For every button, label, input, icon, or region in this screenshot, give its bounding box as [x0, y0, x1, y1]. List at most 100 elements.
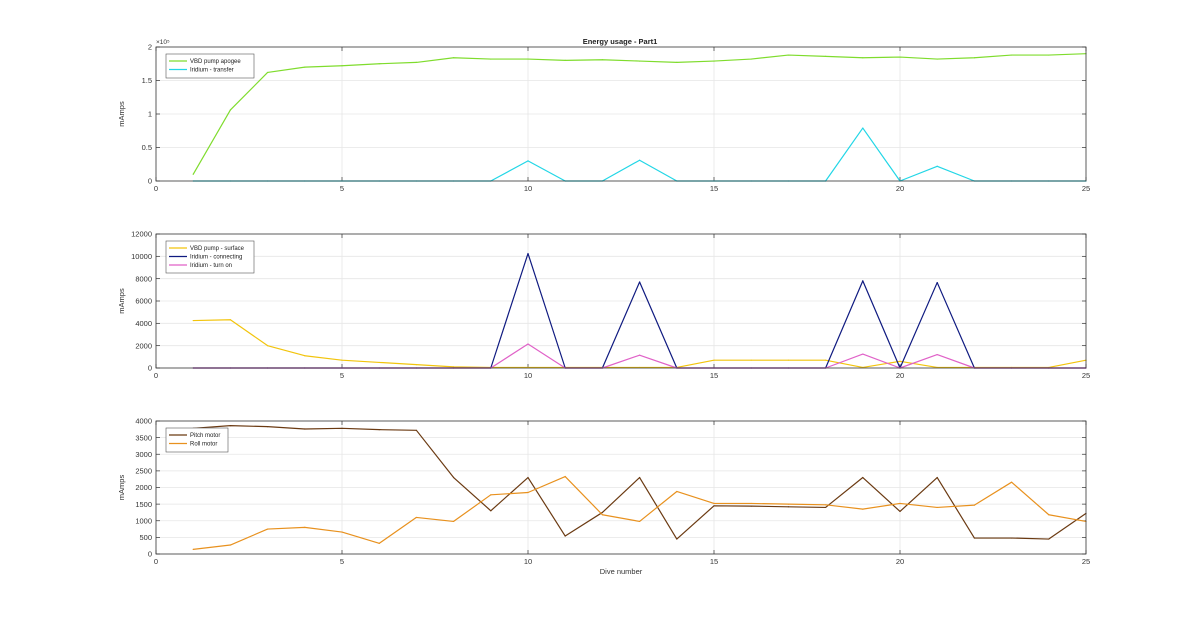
y-tick-label: 1500 [135, 500, 152, 509]
data-point [713, 60, 715, 62]
data-point [639, 60, 641, 62]
y-tick-label: 3500 [135, 433, 152, 442]
legend: Pitch motor Roll motor [165, 427, 229, 453]
data-point [862, 353, 864, 355]
data-point [527, 476, 529, 479]
data-point [267, 426, 269, 428]
y-tick-label: 1000 [135, 516, 152, 525]
data-point [1048, 54, 1050, 56]
data-point [1048, 514, 1050, 516]
data-point [639, 520, 641, 523]
data-point [899, 510, 901, 513]
data-point [229, 319, 231, 321]
data-point [862, 127, 864, 129]
data-point [825, 506, 827, 509]
data-point [713, 359, 715, 361]
x-tick-label: 5 [340, 557, 344, 566]
x-tick-label: 25 [1082, 557, 1090, 566]
data-point [639, 159, 641, 161]
data-point [862, 280, 864, 282]
y-tick-label: 12000 [131, 230, 152, 239]
legend-entry: VBD pump apogee [190, 59, 241, 65]
y-tick-label: 2000 [135, 483, 152, 492]
data-point [936, 476, 938, 479]
x-axis-label: Dive number [600, 567, 643, 576]
data-point [527, 491, 529, 494]
x-tick-label: 5 [340, 371, 344, 380]
data-point [341, 531, 343, 533]
data-point [750, 505, 752, 507]
legend-entry: Iridium - transfer [190, 68, 234, 74]
data-point [229, 109, 231, 111]
data-point [527, 252, 529, 255]
data-point [267, 71, 269, 74]
y-axis-label: mAmps [117, 288, 126, 314]
data-point [415, 364, 417, 366]
x-tick-label: 20 [896, 557, 904, 566]
data-point [341, 65, 343, 67]
data-point [936, 58, 938, 60]
data-point [750, 502, 752, 505]
data-point [564, 59, 566, 62]
y-tick-label: 6000 [135, 297, 152, 306]
axes-frame [155, 420, 1087, 555]
data-point [750, 58, 752, 60]
x-tick-label: 5 [340, 184, 344, 193]
y-tick-label: 8000 [135, 274, 152, 283]
data-point [899, 360, 901, 362]
legend-entry: VBD pump - surface [190, 246, 245, 252]
data-point [490, 58, 492, 60]
y-tick-label: 500 [139, 533, 152, 542]
data-point [862, 57, 864, 59]
data-point [378, 542, 380, 544]
data-point [490, 494, 492, 496]
data-point [453, 366, 455, 368]
figure-title: Energy usage - Part1 [583, 37, 658, 46]
data-point [973, 57, 976, 59]
x-tick-label: 0 [154, 371, 158, 380]
data-point [341, 359, 343, 361]
data-point [192, 173, 194, 175]
x-tick-label: 10 [524, 371, 532, 380]
data-point [601, 514, 604, 516]
data-point [787, 506, 790, 508]
y-tick-label: 0 [148, 177, 152, 186]
data-point [415, 429, 417, 431]
data-point [564, 535, 566, 537]
data-point [676, 490, 678, 493]
plot-2: 0 5 10 15 20 25 0 2000 4000 6000 8000 10000 12000 mAm… [117, 230, 1090, 380]
data-point [862, 476, 864, 479]
data-point [1011, 54, 1013, 56]
y-tick-label: 2 [148, 43, 152, 52]
legend-box [165, 53, 255, 79]
y-tick-label: 2000 [135, 341, 152, 350]
x-tick-label: 10 [524, 557, 532, 566]
data-point [936, 354, 938, 356]
data-point [1048, 538, 1050, 540]
y-tick-label: 0.5 [142, 143, 152, 152]
axes-frame [155, 233, 1087, 369]
data-point [564, 475, 566, 478]
x-tick-label: 15 [710, 557, 718, 566]
data-point [229, 425, 231, 427]
data-point [936, 281, 938, 284]
data-point [787, 54, 790, 56]
data-point [527, 58, 529, 60]
axes-frame [155, 46, 1087, 182]
plots: 0 5 10 15 20 25 0 0.5 1 1.5 2 ×10⁵ mAmps VBD pump apo… [117, 39, 1090, 576]
x-tick-label: 20 [896, 371, 904, 380]
data-point [825, 504, 827, 506]
y-exponent-label: ×10⁵ [156, 39, 170, 46]
x-tick-label: 10 [524, 184, 532, 193]
legend-entry: Iridium - turn on [190, 263, 232, 269]
data-point [192, 548, 194, 550]
x-tick-label: 0 [154, 184, 158, 193]
y-tick-label: 4000 [135, 319, 152, 328]
data-point [936, 506, 938, 509]
data-point [787, 503, 790, 505]
y-tick-label: 0 [148, 364, 152, 373]
legend-entry: Pitch motor [190, 433, 220, 439]
y-axis-label: mAmps [117, 101, 126, 127]
y-tick-label: 1.5 [142, 76, 152, 85]
data-point [713, 505, 715, 507]
